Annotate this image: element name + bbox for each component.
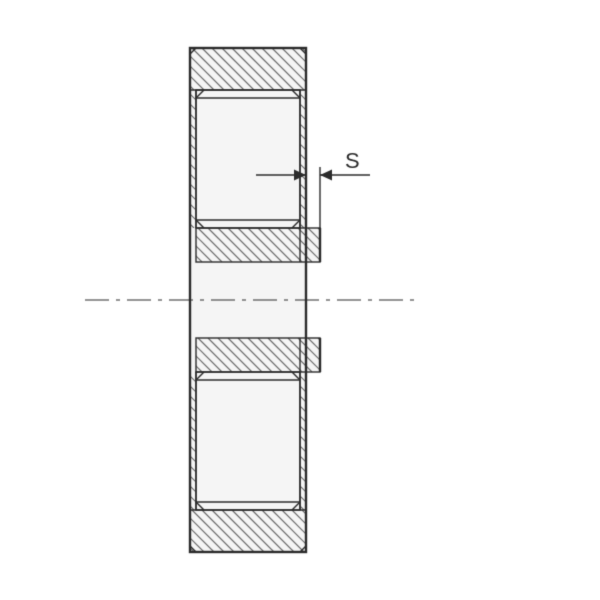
bearing-section-diagram xyxy=(0,0,600,600)
